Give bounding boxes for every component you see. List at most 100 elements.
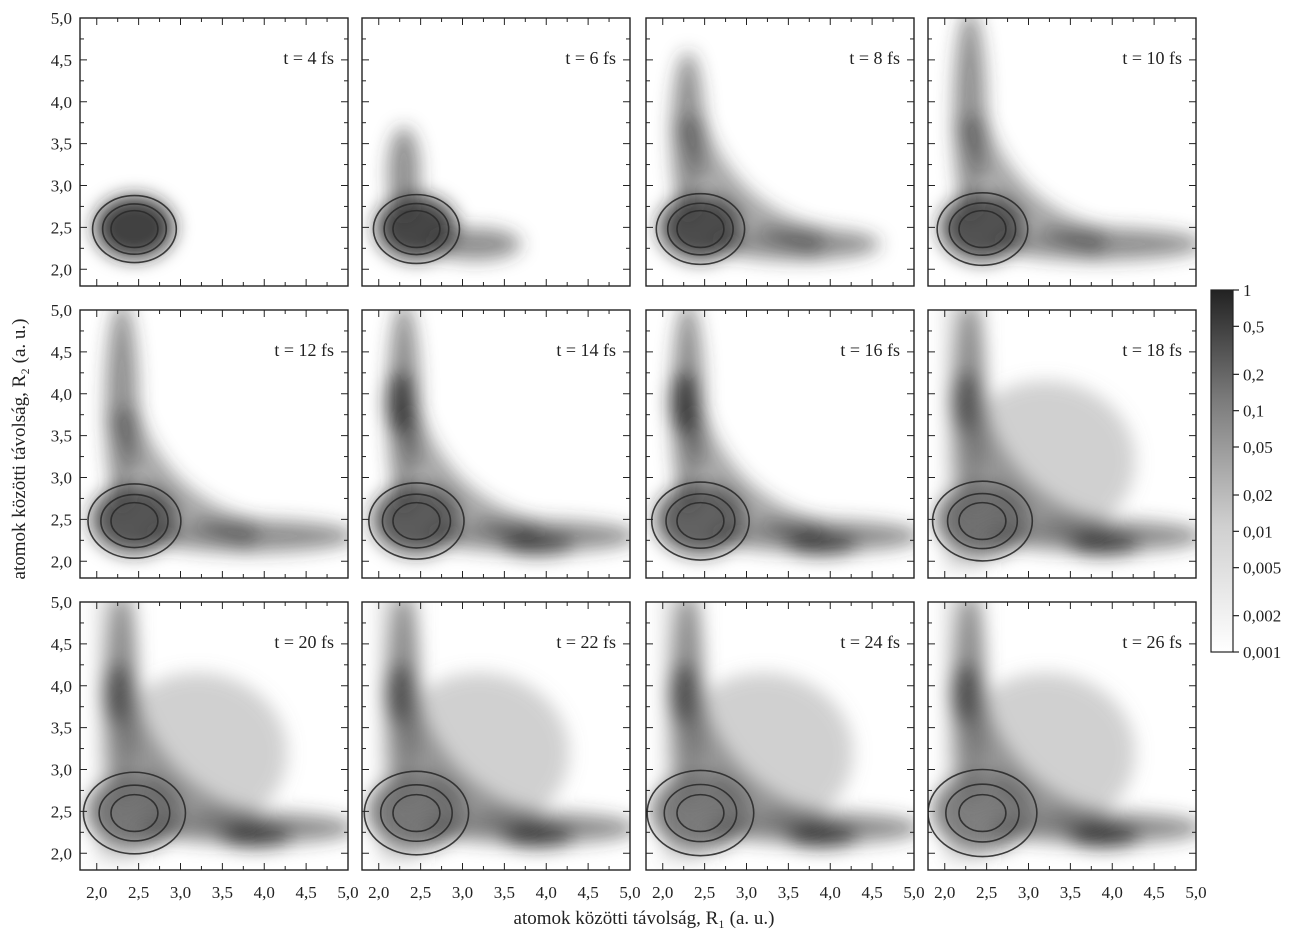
panel-ticks	[362, 17, 631, 286]
contour-lines	[363, 770, 470, 856]
x-tick-label: 2,5	[410, 883, 431, 902]
y-tick-label: 4,0	[51, 93, 72, 112]
panel-time-label: t = 20 fs	[274, 632, 334, 652]
colorbar-tick-label: 0,005	[1243, 559, 1281, 578]
x-tick-label: 2,0	[86, 883, 107, 902]
contour-lines	[372, 193, 461, 265]
panel-8fs: t = 8 fs	[645, 17, 915, 287]
panel-frame	[927, 309, 1197, 579]
y-tick-label: 2,0	[51, 552, 72, 571]
x-tick-label: 3,5	[1060, 883, 1081, 902]
panel-ticks	[928, 17, 1197, 286]
density-field	[655, 51, 881, 266]
density-field	[931, 310, 1196, 570]
panel-frame	[361, 601, 631, 871]
colorbar-ticks: 1 0,5 0,2 0,1 0,05 0,02 0,01 0,005 0,002 0,001	[1233, 281, 1281, 662]
panel-26fs: t = 26 fs	[927, 601, 1197, 871]
panel-ticks	[362, 601, 631, 870]
contour-lines	[655, 192, 746, 266]
density-field	[928, 602, 1196, 862]
x-tick-label: 3,0	[1018, 883, 1039, 902]
x-tick-label: 2,5	[694, 883, 715, 902]
panel-ticks	[362, 309, 631, 578]
density-field	[646, 602, 914, 862]
x-tick-label: 4,5	[296, 883, 317, 902]
density-field	[82, 602, 348, 862]
panel-ticks	[646, 601, 915, 870]
contour-lines	[931, 480, 1034, 562]
panel-time-label: t = 24 fs	[840, 632, 900, 652]
contour-lines	[368, 482, 465, 560]
panel-12fs: t = 12 fs	[79, 309, 349, 579]
y-tick-label: 3,0	[51, 177, 72, 196]
contour-lines	[87, 483, 182, 560]
panel-time-label: t = 6 fs	[565, 48, 616, 68]
x-tick-label: 4,5	[1144, 883, 1165, 902]
x-tick-label: 5,0	[619, 883, 640, 902]
x-tick-label: 4,0	[1102, 883, 1123, 902]
density-field	[363, 602, 630, 862]
x-tick-label: 5,0	[903, 883, 924, 902]
x-tick-label: 3,0	[452, 883, 473, 902]
panel-6fs: t = 6 fs	[361, 17, 631, 287]
panel-time-label: t = 22 fs	[556, 632, 616, 652]
colorbar-tick-label: 0,05	[1243, 438, 1273, 457]
contour-lines	[91, 194, 178, 264]
y-tick-label: 5,0	[51, 593, 72, 612]
colorbar: 1 0,5 0,2 0,1 0,05 0,02 0,01 0,005 0,002 0,001	[1210, 281, 1281, 662]
density-field	[368, 310, 630, 560]
contour-lines	[82, 771, 187, 855]
y-tick-label: 3,5	[51, 719, 72, 738]
x-tick-label: 3,5	[494, 883, 515, 902]
density-field	[87, 310, 348, 560]
panel-22fs: t = 22 fs	[361, 601, 631, 871]
panel-ticks	[646, 309, 915, 578]
x-tick-label: 5,0	[1185, 883, 1206, 902]
panel-frame	[927, 17, 1197, 287]
y-tick-label: 4,5	[51, 635, 72, 654]
panel-time-label: t = 4 fs	[283, 48, 334, 68]
x-tick-label: 2,5	[128, 883, 149, 902]
panel-16fs: t = 16 fs	[645, 309, 915, 579]
panel-frame	[645, 17, 915, 287]
y-tick-label: 5,0	[51, 9, 72, 28]
y-tick-label: 2,0	[51, 844, 72, 863]
y-tick-label: 2,5	[51, 510, 72, 529]
x-tick-label: 2,0	[368, 883, 389, 902]
panel-ticks	[928, 601, 1197, 870]
panel-frame	[645, 309, 915, 579]
panel-20fs: t = 20 fs	[79, 601, 349, 871]
panel-frame	[361, 17, 631, 287]
panel-time-label: t = 18 fs	[1122, 340, 1182, 360]
density-field	[936, 18, 1196, 267]
x-tick-label: 2,0	[934, 883, 955, 902]
panel-frame	[79, 309, 349, 579]
contour-lines	[646, 769, 755, 857]
x-tick-label: 4,5	[862, 883, 883, 902]
panel-time-label: t = 14 fs	[556, 340, 616, 360]
density-field	[91, 194, 178, 264]
panel-ticks	[928, 309, 1197, 578]
y-tick-label: 4,5	[51, 343, 72, 362]
x-tick-label: 4,0	[536, 883, 557, 902]
panel-ticks	[80, 601, 349, 870]
y-axis-ticks: 2,0 2,5 3,0 3,5 4,0 4,5 5,0 2,0 2,5 3,0 3,5 4,0 4,5 5…	[51, 9, 72, 863]
panel-ticks	[80, 309, 349, 578]
x-tick-label: 2,5	[976, 883, 997, 902]
y-tick-label: 2,5	[51, 218, 72, 237]
contour-lines	[650, 481, 750, 561]
panel-24fs: t = 24 fs	[645, 601, 915, 871]
x-tick-label: 5,0	[337, 883, 358, 902]
y-tick-label: 4,0	[51, 677, 72, 696]
panel-time-label: t = 16 fs	[840, 340, 900, 360]
panel-time-label: t = 10 fs	[1122, 48, 1182, 68]
y-tick-label: 4,5	[51, 51, 72, 70]
y-tick-label: 3,5	[51, 427, 72, 446]
colorbar-tick-label: 0,001	[1243, 643, 1281, 662]
x-tick-label: 3,5	[212, 883, 233, 902]
panel-14fs: t = 14 fs	[361, 309, 631, 579]
x-tick-label: 4,5	[578, 883, 599, 902]
colorbar-tick-label: 1	[1243, 281, 1252, 300]
panels-group: t = 4 fs t = 6 fs t = 8 fs t = 10 fs t = 12 …	[79, 17, 1197, 871]
